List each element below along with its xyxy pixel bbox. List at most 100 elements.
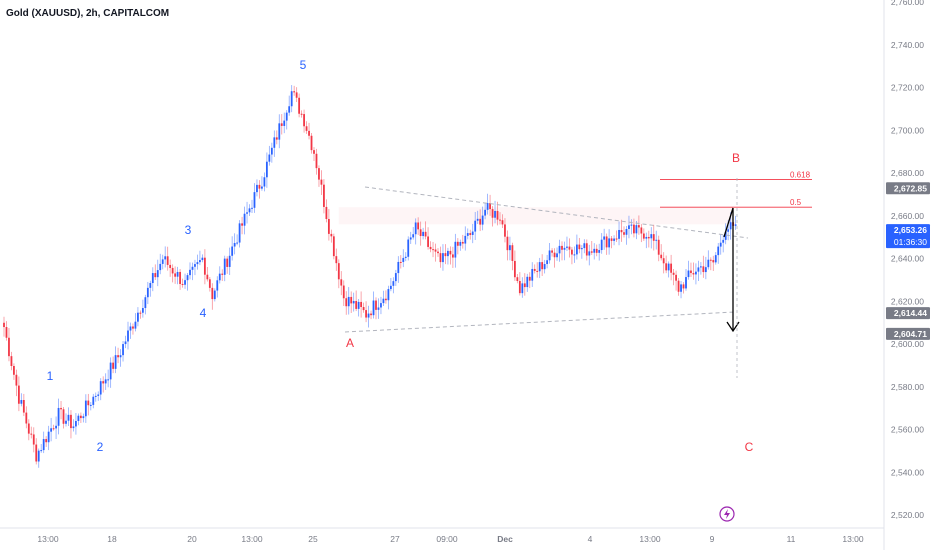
candle-body: [233, 242, 236, 247]
y-tick-label: 2,720.00: [891, 83, 924, 93]
candle-body: [40, 450, 43, 452]
candle-body: [628, 225, 630, 230]
candle-body: [79, 415, 82, 419]
candle-body: [615, 238, 618, 240]
candle-body: [184, 280, 186, 285]
candle-body: [201, 257, 204, 261]
candle-body: [682, 284, 685, 289]
candle-body: [724, 231, 727, 240]
candle-body: [402, 257, 405, 262]
candle-body: [645, 236, 648, 239]
candle-body: [417, 222, 420, 230]
candle-body: [251, 207, 253, 209]
candle-body: [320, 179, 323, 185]
candle-body: [474, 220, 477, 232]
candle-body: [270, 147, 273, 155]
candle-body: [337, 263, 340, 280]
candle-body: [141, 308, 144, 313]
candle-body: [434, 249, 437, 252]
price-label: 2,672.85: [894, 183, 927, 193]
candle-body: [347, 296, 350, 307]
candle-body: [590, 251, 593, 253]
candle-body: [714, 255, 717, 263]
candle-body: [543, 264, 546, 270]
candle-body: [677, 280, 680, 292]
candle-body: [60, 407, 62, 410]
candle-body: [223, 258, 226, 275]
candle-body: [692, 273, 695, 275]
candle-body: [392, 281, 395, 286]
price-label: 2,614.44: [894, 308, 927, 318]
candle-body: [362, 307, 365, 311]
candle-body: [717, 246, 720, 256]
x-tick-label: 11: [787, 534, 796, 544]
candle-body: [439, 253, 442, 263]
candle-body: [50, 428, 53, 432]
candle-body: [236, 242, 239, 244]
candle-body: [707, 259, 710, 268]
candle-body: [248, 208, 251, 213]
y-tick-label: 2,760.00: [891, 0, 924, 7]
candle-body: [670, 263, 673, 273]
candle-body: [295, 92, 298, 98]
candle-body: [633, 224, 635, 234]
candle-body: [588, 251, 591, 256]
candle-body: [117, 355, 119, 358]
candle-body: [94, 395, 97, 397]
candle-body: [345, 298, 348, 307]
candle-body: [553, 252, 556, 258]
wave-label-4: 4: [200, 306, 207, 320]
candle-body: [323, 184, 325, 207]
candle-body: [618, 229, 620, 239]
y-tick-label: 2,560.00: [891, 425, 924, 435]
candle-body: [181, 283, 184, 285]
candle-body: [471, 231, 474, 235]
candle-body: [263, 177, 266, 187]
candle-body: [399, 261, 402, 263]
candle-body: [727, 229, 730, 232]
candle-body: [327, 218, 330, 234]
candle-body: [107, 379, 110, 381]
candle-body: [499, 219, 501, 221]
candle-body: [241, 223, 243, 226]
projection-up: [723, 207, 734, 238]
candle-body: [558, 245, 561, 254]
candle-body: [652, 234, 655, 241]
candle-body: [719, 242, 722, 247]
candle-body: [370, 313, 372, 316]
candle-body: [154, 273, 157, 278]
candle-body: [603, 236, 606, 240]
candle-body: [293, 91, 296, 93]
candle-body: [275, 137, 278, 140]
candle-body: [330, 233, 333, 237]
price-label-box: [886, 327, 930, 340]
candle-body: [365, 310, 367, 318]
candle-body: [675, 274, 677, 281]
candle-body: [156, 270, 159, 278]
candle-body: [52, 428, 55, 430]
x-tick-label: 13:00: [639, 534, 661, 544]
candle-body: [340, 279, 343, 286]
y-tick-label: 2,600.00: [891, 339, 924, 349]
candle-body: [610, 238, 613, 241]
candle-body: [427, 236, 429, 247]
candle-body: [305, 126, 308, 131]
candle-body: [10, 356, 13, 366]
candle-body: [394, 273, 397, 282]
x-tick-label: 9: [710, 534, 715, 544]
candle-body: [84, 400, 87, 417]
candle-body: [134, 321, 137, 329]
candle-body: [5, 327, 8, 338]
candle-body: [504, 224, 506, 237]
candle-body: [67, 414, 70, 421]
candle-body: [414, 222, 417, 235]
candle-body: [672, 272, 675, 275]
candle-body: [456, 241, 459, 246]
candle-body: [171, 267, 174, 274]
candle-body: [523, 283, 526, 288]
candle-body: [161, 259, 164, 264]
candle-body: [459, 241, 462, 246]
candle-body: [464, 235, 467, 244]
candle-body: [308, 130, 310, 136]
